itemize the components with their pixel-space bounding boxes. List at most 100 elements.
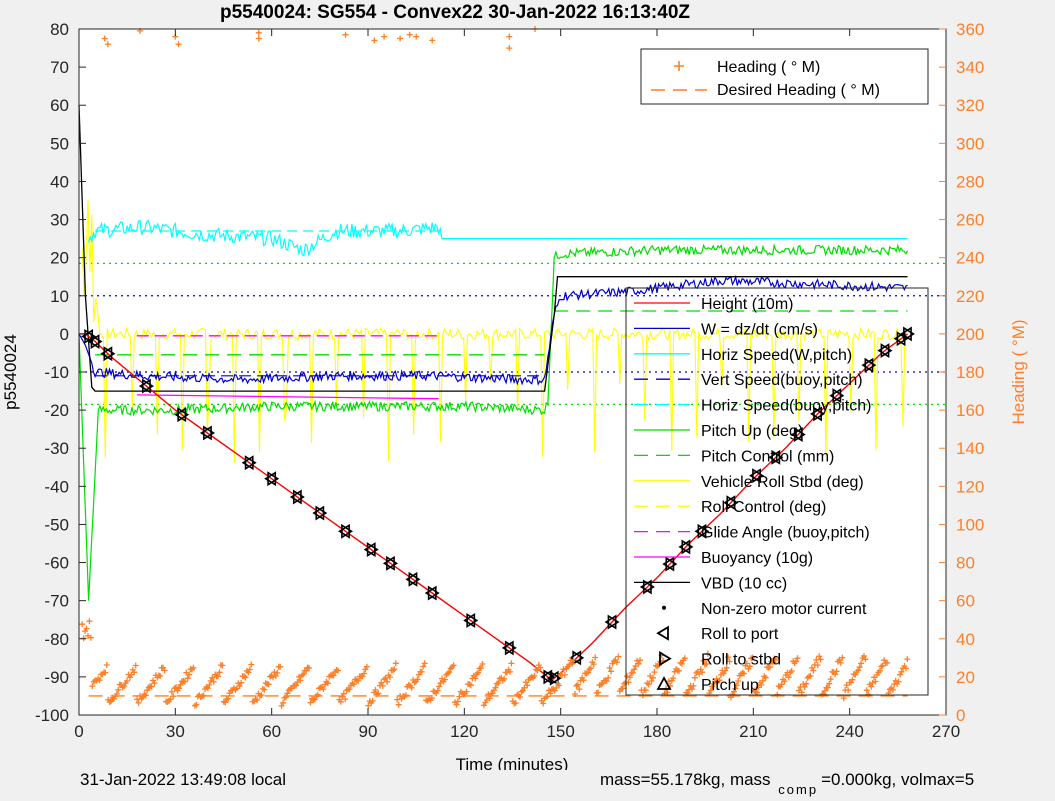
roll-to-port-marker [810, 406, 822, 422]
legend-label-5: Pitch Up (deg) [701, 423, 803, 440]
roll-to-port-marker [241, 455, 254, 471]
series-heading [79, 26, 911, 709]
x-tick-label: 270 [932, 722, 960, 741]
legend-label-0: Height (10m) [701, 296, 793, 313]
x-tick-label: 0 [74, 722, 83, 741]
roll-to-port-marker [87, 334, 100, 349]
roll-to-stbd-marker [84, 328, 97, 344]
y2-tick-label: 160 [956, 401, 984, 420]
roll-to-port-marker [639, 579, 652, 595]
y2-tick-label: 60 [956, 592, 975, 611]
y2-tick-label: 200 [956, 325, 984, 344]
y-tick-label: 30 [50, 211, 69, 230]
legend-label-11: VBD (10 cc) [701, 575, 787, 592]
roll-to-port-marker [138, 378, 151, 394]
y2-tick-label: 140 [956, 439, 984, 458]
roll-to-port-marker [768, 449, 781, 465]
roll-to-port-marker [363, 542, 376, 558]
roll-to-port-marker [694, 523, 707, 539]
roll-to-port-marker [604, 614, 617, 630]
y-axis-label: p5540024 [1, 334, 20, 410]
roll-to-port-marker [861, 357, 874, 373]
roll-to-stbd-marker [549, 670, 562, 686]
x-tick-label: 240 [835, 722, 863, 741]
roll-to-stbd-marker [880, 343, 893, 359]
roll-to-stbd-marker [864, 357, 877, 373]
roll-to-stbd-marker [341, 523, 354, 539]
heading-legend-box [640, 48, 929, 105]
y-tick-label: -20 [44, 401, 69, 420]
roll-to-stbd-marker [665, 556, 678, 572]
y-tick-label: 50 [50, 134, 69, 153]
roll-to-stbd-marker [386, 555, 398, 571]
y-tick-label: 10 [50, 287, 69, 306]
y2-tick-label: 340 [956, 58, 984, 77]
legend-label-15: Pitch up [701, 677, 759, 694]
x-tick-label: 180 [643, 722, 671, 741]
y-tick-label: -90 [44, 668, 69, 687]
roll-to-port-marker [899, 326, 912, 342]
roll-to-port-marker [829, 388, 842, 404]
series-vbd [78, 105, 908, 392]
y2-tick-label: 220 [956, 287, 984, 306]
roll-to-stbd-marker [244, 455, 257, 471]
roll-to-stbd-marker [427, 585, 440, 601]
x-tick-label: 30 [166, 722, 185, 741]
roll-to-port-marker [662, 556, 675, 572]
y-tick-label: -100 [35, 706, 69, 725]
roll-to-stbd-marker [903, 326, 915, 342]
legend-pitch-up-marker [656, 676, 672, 690]
roll-to-stbd-marker [292, 489, 305, 505]
roll-to-stbd-marker [203, 425, 215, 441]
x-axis-label: Time (minutes) [456, 755, 569, 770]
main-legend-box [625, 287, 929, 696]
roll-to-stbd-marker [832, 388, 845, 404]
x-tick-label: 90 [359, 722, 378, 741]
roll-to-stbd-marker [607, 614, 620, 630]
footer-mass: mass=55.178kg, mass comp=0.000kg, volmax… [600, 770, 975, 797]
y-tick-label: 60 [50, 96, 69, 115]
legend-roll-port-marker [656, 625, 669, 641]
roll-to-port-marker [405, 571, 418, 587]
series-vehicle-roll [81, 199, 908, 463]
legend-desired-heading-label: Desired Heading ( ° M) [717, 82, 880, 99]
y-tick-label: -70 [44, 592, 69, 611]
y2-tick-label: 40 [956, 630, 975, 649]
roll-to-port-marker [264, 471, 277, 487]
roll-to-port-marker [723, 495, 736, 511]
legend-label-1: W = dz/dt (cm/s) [701, 321, 818, 338]
roll-to-stbd-marker [142, 378, 154, 394]
footer-mass-text: mass=55.178kg, mass [600, 770, 771, 789]
y-tick-label: -30 [44, 439, 69, 458]
x-tick-label: 120 [450, 722, 478, 741]
roll-to-stbd-marker [177, 407, 190, 423]
roll-to-stbd-marker [103, 346, 116, 362]
roll-to-stbd-marker [726, 495, 739, 511]
roll-to-port-marker [749, 468, 761, 484]
y-tick-label: 40 [50, 172, 69, 191]
roll-to-stbd-marker [813, 406, 826, 422]
roll-to-stbd-marker [504, 640, 517, 656]
x-tick-label: 150 [546, 722, 574, 741]
legend-label-4: Horiz Speed(buoy,pitch) [701, 398, 871, 415]
y2-tick-label: 280 [956, 172, 984, 191]
x-tick-label: 60 [262, 722, 281, 741]
footer-mass-tail: =0.000kg, volmax=5 [821, 770, 975, 789]
y-tick-label: 0 [60, 325, 69, 344]
legend-label-9: Glide Angle (buoy,pitch) [701, 525, 870, 542]
roll-to-stbd-marker [543, 669, 556, 685]
legend-label-7: Vehicle Roll Stbd (deg) [701, 474, 864, 491]
footer-mass-sub: comp [778, 782, 819, 797]
roll-to-stbd-marker [793, 427, 806, 442]
roll-to-stbd-marker [90, 334, 103, 349]
roll-to-stbd-marker [752, 468, 765, 484]
roll-to-stbd-marker [315, 505, 328, 521]
y2-tick-label: 20 [956, 668, 975, 687]
legend-label-14: Roll to stbd [701, 652, 781, 669]
y2-tick-label: 360 [956, 20, 984, 39]
legend-label-2: Horiz Speed(W,pitch) [701, 347, 852, 364]
roll-to-port-marker [569, 650, 582, 666]
legend-roll-stbd-marker [659, 651, 672, 667]
y2-tick-label: 180 [956, 363, 984, 382]
y2-axis-label: Heading ( °M) [1009, 319, 1028, 424]
